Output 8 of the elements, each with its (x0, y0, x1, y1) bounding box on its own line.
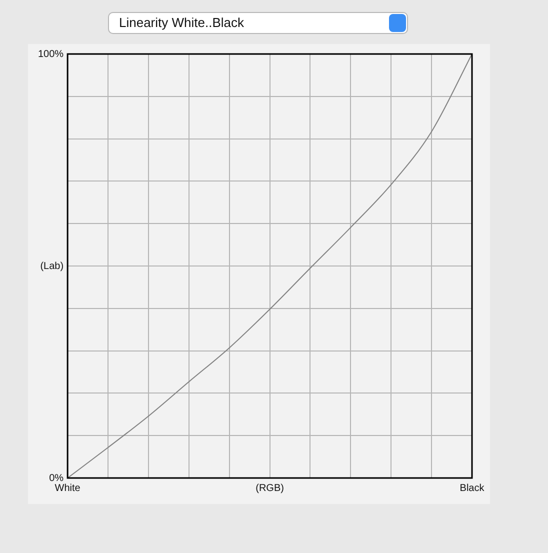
y-tick-label: 0% (49, 472, 64, 484)
line-series (67, 54, 472, 478)
x-tick-label: (RGB) (256, 482, 284, 494)
y-tick-label: 100% (38, 48, 64, 60)
chart-title: Linearity White..Black (119, 15, 244, 30)
x-tick-label: White (54, 482, 81, 494)
y-tick-label: (Lab) (40, 260, 64, 272)
x-tick-label: Black (460, 482, 486, 494)
